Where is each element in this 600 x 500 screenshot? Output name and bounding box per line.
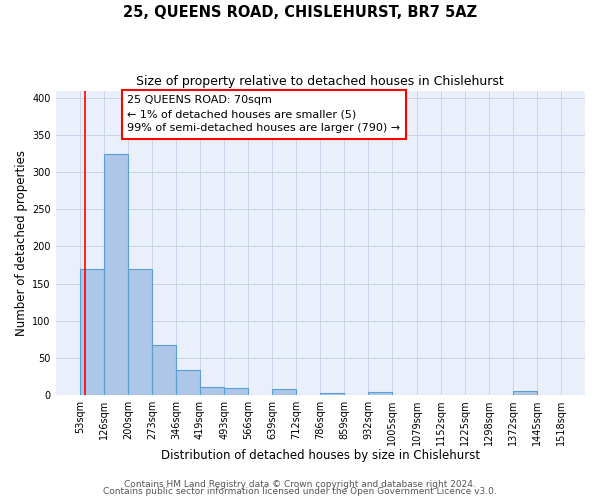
Text: 25 QUEENS ROAD: 70sqm
← 1% of detached houses are smaller (5)
99% of semi-detach: 25 QUEENS ROAD: 70sqm ← 1% of detached h… bbox=[127, 95, 400, 133]
Text: Contains HM Land Registry data © Crown copyright and database right 2024.: Contains HM Land Registry data © Crown c… bbox=[124, 480, 476, 489]
Bar bbox=[176, 370, 200, 395]
Bar bbox=[368, 392, 392, 395]
Bar bbox=[224, 388, 248, 395]
Y-axis label: Number of detached properties: Number of detached properties bbox=[15, 150, 28, 336]
Text: Contains public sector information licensed under the Open Government Licence v3: Contains public sector information licen… bbox=[103, 488, 497, 496]
Bar bbox=[128, 268, 152, 395]
Title: Size of property relative to detached houses in Chislehurst: Size of property relative to detached ho… bbox=[136, 75, 504, 88]
Bar bbox=[320, 392, 344, 395]
Bar bbox=[200, 386, 224, 395]
X-axis label: Distribution of detached houses by size in Chislehurst: Distribution of detached houses by size … bbox=[161, 450, 480, 462]
Bar bbox=[104, 154, 128, 395]
Bar bbox=[513, 391, 537, 395]
Bar bbox=[152, 345, 176, 395]
Bar bbox=[272, 389, 296, 395]
Text: 25, QUEENS ROAD, CHISLEHURST, BR7 5AZ: 25, QUEENS ROAD, CHISLEHURST, BR7 5AZ bbox=[123, 5, 477, 20]
Bar bbox=[80, 268, 104, 395]
